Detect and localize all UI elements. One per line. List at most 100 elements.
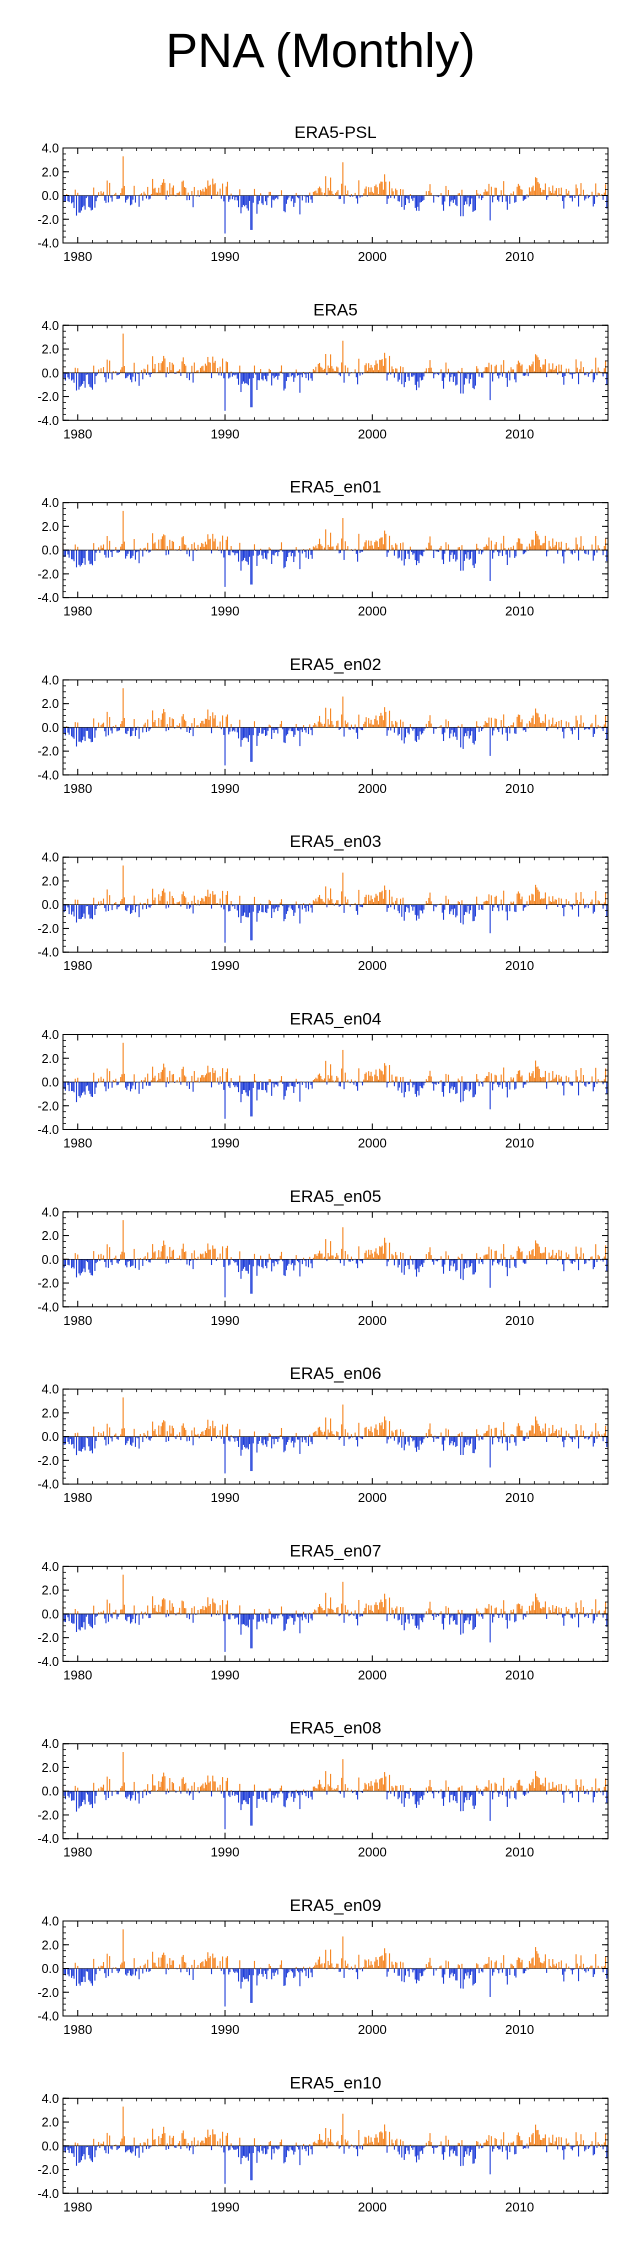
bar — [438, 373, 439, 375]
bar — [97, 1259, 98, 1261]
bar — [371, 1605, 372, 1614]
bar — [571, 196, 572, 198]
bar — [412, 1082, 413, 1087]
x-tick-label: 2000 — [358, 781, 387, 796]
bar — [258, 196, 259, 205]
bar — [197, 1434, 198, 1437]
bar — [274, 1614, 275, 1619]
bar — [287, 196, 288, 200]
bar — [583, 1253, 584, 1259]
bar — [495, 718, 496, 727]
bar — [156, 193, 157, 196]
bar — [580, 361, 581, 372]
bar — [384, 886, 385, 905]
bar — [402, 722, 403, 728]
bar — [98, 1078, 99, 1082]
bar — [130, 196, 131, 206]
bar — [92, 1259, 93, 1275]
bar — [248, 373, 249, 385]
bar — [207, 1420, 208, 1437]
bar — [305, 905, 306, 912]
bar — [193, 727, 194, 736]
bar — [555, 1431, 556, 1437]
bar — [331, 1076, 332, 1082]
bar — [549, 720, 550, 728]
bar — [248, 1614, 249, 1627]
bar — [572, 727, 573, 734]
bar — [414, 1437, 415, 1441]
bar — [428, 721, 429, 727]
bar — [158, 894, 159, 904]
bar — [132, 196, 133, 200]
bar — [229, 1437, 230, 1442]
bar — [258, 1614, 259, 1622]
bar — [456, 373, 457, 385]
bar — [205, 1075, 206, 1082]
bar — [184, 544, 185, 550]
bar — [466, 1437, 467, 1445]
bar — [253, 373, 254, 378]
bar — [213, 1428, 214, 1436]
bar — [185, 721, 186, 727]
bar — [409, 1259, 410, 1269]
bar — [472, 373, 473, 388]
bar — [449, 905, 450, 914]
bar — [94, 373, 95, 384]
y-tick-label: -4.0 — [37, 946, 59, 960]
bar — [358, 715, 359, 728]
bar — [288, 373, 289, 377]
bar — [123, 866, 124, 905]
bar — [506, 905, 507, 912]
bar — [298, 905, 299, 909]
y-tick-label: 0.0 — [42, 544, 59, 558]
bar — [555, 191, 556, 196]
bar — [410, 1079, 411, 1082]
bar — [91, 1259, 92, 1275]
bar — [531, 540, 532, 550]
bar — [173, 542, 174, 550]
bar — [418, 550, 419, 563]
bar — [321, 899, 322, 905]
bar — [475, 1614, 476, 1627]
y-tick-label: 0.0 — [42, 721, 59, 735]
bar — [169, 1600, 170, 1614]
bar — [123, 511, 124, 550]
bar — [530, 1431, 531, 1437]
y-tick-label: -4.0 — [37, 1300, 59, 1314]
bar — [153, 900, 154, 904]
bar — [486, 1609, 487, 1614]
bar — [185, 1077, 186, 1082]
bar — [431, 901, 432, 904]
x-tick-label: 1990 — [211, 1313, 240, 1328]
bar — [422, 373, 423, 380]
bar — [270, 192, 271, 196]
bar — [81, 550, 82, 565]
bar — [77, 900, 78, 905]
bar — [482, 373, 483, 378]
bar — [227, 891, 228, 905]
y-tick-label: 4.0 — [42, 1205, 59, 1219]
bar — [514, 196, 515, 203]
bar — [190, 727, 191, 730]
bar — [274, 905, 275, 912]
bar — [477, 369, 478, 373]
bar — [179, 1432, 180, 1436]
bar — [331, 191, 332, 195]
bar — [399, 1437, 400, 1443]
bar — [534, 191, 535, 196]
bar — [379, 1423, 380, 1437]
bar — [391, 1431, 392, 1437]
bar — [126, 1437, 127, 1444]
bar — [375, 1424, 376, 1436]
bar — [102, 548, 103, 550]
bar — [368, 540, 369, 550]
bar — [524, 1259, 525, 1263]
bar — [274, 373, 275, 378]
bar — [323, 370, 324, 373]
bar — [560, 1079, 561, 1082]
bar — [328, 898, 329, 904]
bar — [234, 727, 235, 731]
bar — [91, 550, 92, 564]
bar — [460, 373, 461, 394]
bar — [234, 196, 235, 201]
